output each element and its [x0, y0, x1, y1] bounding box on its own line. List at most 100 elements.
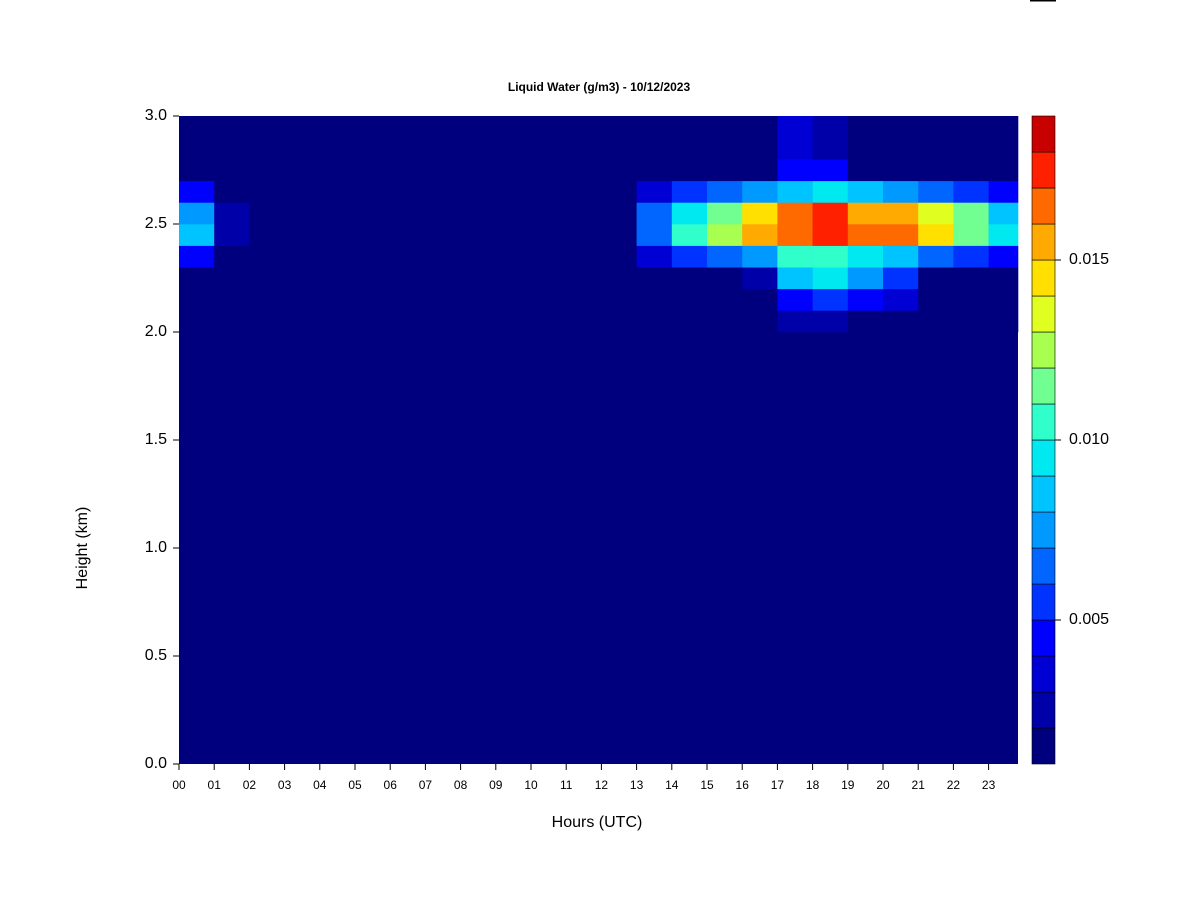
heat-cell	[918, 116, 954, 138]
x-tick-label: 17	[771, 778, 785, 792]
heat-cell	[460, 137, 497, 160]
heat-cell	[425, 159, 461, 182]
heat-cell	[707, 137, 743, 160]
heat-cell	[742, 137, 778, 160]
heat-cell	[531, 116, 567, 138]
heat-cell	[636, 202, 673, 225]
heat-cell	[319, 180, 356, 203]
heat-cell	[319, 137, 356, 160]
heat-cell	[601, 288, 637, 311]
heat-cell	[671, 245, 708, 268]
heat-cell	[847, 137, 884, 160]
heat-cell	[355, 202, 391, 225]
heat-cell	[355, 137, 391, 160]
heat-cell	[636, 224, 673, 246]
heat-cell	[777, 288, 813, 311]
heat-cell	[988, 310, 1019, 333]
heat-cell	[566, 202, 602, 225]
heat-cell	[495, 267, 532, 290]
y-tick-label: 3.0	[145, 107, 167, 124]
heat-cell	[812, 180, 849, 203]
colorbar-band	[1031, 475, 1056, 513]
heat-cell	[671, 137, 708, 160]
colorbar-band	[1031, 727, 1056, 765]
heat-cell	[531, 310, 567, 333]
x-tick-label: 13	[630, 778, 644, 792]
heat-cell	[988, 202, 1019, 225]
heat-cell	[601, 159, 637, 182]
heat-cell	[355, 180, 391, 203]
heat-cell	[707, 202, 743, 225]
heat-cell	[319, 288, 356, 311]
heat-cell	[531, 288, 567, 311]
heat-cell	[495, 116, 532, 138]
heat-cell	[214, 288, 250, 311]
heat-cell	[953, 224, 989, 246]
heat-cell	[671, 267, 708, 290]
x-tick-label: 04	[313, 778, 327, 792]
heat-cell	[601, 245, 637, 268]
heat-cell	[812, 245, 849, 268]
heat-cell	[636, 159, 673, 182]
heat-cell	[390, 310, 426, 333]
heat-cell	[883, 288, 919, 311]
heat-cell	[883, 224, 919, 246]
heat-cell	[284, 116, 321, 138]
heat-cell	[460, 224, 497, 246]
heat-cell	[425, 310, 461, 333]
heat-cell	[460, 245, 497, 268]
heat-cell	[918, 159, 954, 182]
x-tick-label: 21	[912, 778, 926, 792]
heat-cell	[883, 159, 919, 182]
heat-cell	[953, 137, 989, 160]
heat-cell	[566, 116, 602, 138]
heat-cell	[566, 137, 602, 160]
heat-cell	[742, 224, 778, 246]
colorbar-tick-label: 0.005	[1069, 611, 1109, 628]
heat-cell	[812, 288, 849, 311]
heat-cell	[319, 245, 356, 268]
heat-cell	[953, 159, 989, 182]
heat-cell	[812, 224, 849, 246]
heat-cell	[214, 116, 250, 138]
heat-cell	[636, 288, 673, 311]
x-tick-label: 16	[736, 778, 750, 792]
heat-cell	[742, 159, 778, 182]
heat-cell	[531, 159, 567, 182]
heat-cell	[566, 310, 602, 333]
heat-cell	[460, 310, 497, 333]
heat-cell	[777, 180, 813, 203]
heat-cell	[847, 224, 884, 246]
heat-cell	[953, 116, 989, 138]
heat-cell	[566, 288, 602, 311]
heat-cell	[847, 202, 884, 225]
heat-cell	[249, 202, 285, 225]
heat-cell	[531, 202, 567, 225]
x-tick-label: 07	[419, 778, 433, 792]
heat-cell	[319, 116, 356, 138]
heat-cell	[249, 137, 285, 160]
heat-cell	[918, 202, 954, 225]
colorbar-band	[1031, 151, 1056, 189]
heat-cell	[249, 310, 285, 333]
heat-cell	[953, 267, 989, 290]
heat-cell	[601, 202, 637, 225]
heat-cell	[918, 245, 954, 268]
heat-cell	[636, 267, 673, 290]
heat-cell	[918, 137, 954, 160]
colorbar-band	[1031, 439, 1056, 477]
heat-cell	[812, 267, 849, 290]
heat-cell	[495, 224, 532, 246]
heat-cell	[566, 224, 602, 246]
heat-cell	[179, 116, 215, 138]
heat-cell	[355, 116, 391, 138]
heat-cell	[179, 159, 215, 182]
y-tick-label: 0.0	[145, 755, 167, 772]
heat-cell	[883, 116, 919, 138]
heat-cell	[812, 310, 849, 333]
heat-cell	[883, 267, 919, 290]
heat-cell	[319, 310, 356, 333]
heat-cell	[179, 224, 215, 246]
heat-cell	[601, 180, 637, 203]
heat-cell	[601, 137, 637, 160]
